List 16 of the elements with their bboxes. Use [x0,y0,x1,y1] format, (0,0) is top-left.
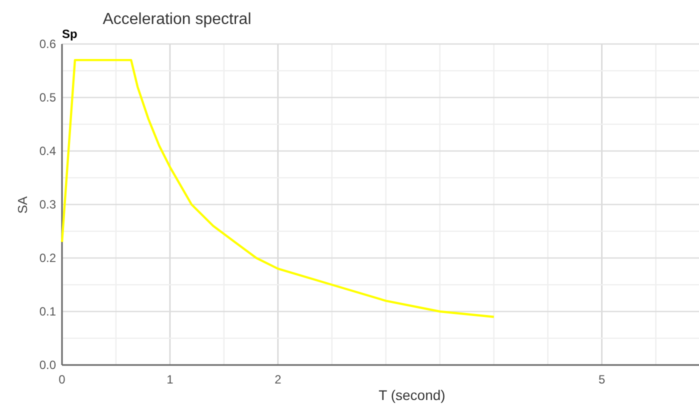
x-axis-title: T (second) [378,387,446,403]
y-tick-label: 0.3 [39,197,56,212]
y-tick-label: 0.0 [39,358,56,372]
x-tick-label: 5 [598,372,606,387]
x-tick-label: 0 [58,372,66,387]
text: Sp [62,27,78,41]
y-tick-label: 0.1 [39,304,56,318]
y-tick-label: 0.4 [39,144,56,158]
y-axis-title: SA [15,196,30,214]
x-tick-label: 2 [274,372,282,387]
y-tick-label: 0.2 [39,250,56,265]
line-series [60,58,495,318]
chart-title: Acceleration spectral [102,11,252,28]
x-tick-label: 1 [166,372,174,387]
y-tick-label: 0.5 [39,90,56,104]
y-tick-label: 0.6 [39,36,56,51]
